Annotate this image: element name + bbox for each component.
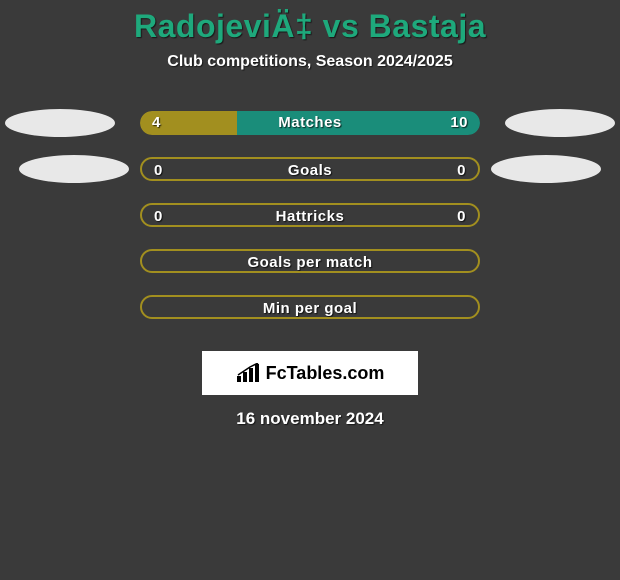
stat-bar: 4 Matches 10 — [140, 111, 480, 135]
logo-text: FcTables.com — [266, 363, 385, 384]
subtitle: Club competitions, Season 2024/2025 — [0, 53, 620, 71]
stat-label: Min per goal — [142, 297, 478, 319]
stat-bar: Min per goal — [140, 295, 480, 319]
stat-bar: 0 Hattricks 0 — [140, 203, 480, 227]
avatar-placeholder-right — [491, 155, 601, 183]
page-title: RadojeviÄ‡ vs Bastaja — [0, 8, 620, 45]
stat-value-right: 0 — [457, 205, 466, 227]
avatar-placeholder-left — [19, 155, 129, 183]
stat-value-right: 0 — [457, 159, 466, 181]
stat-value-right: 10 — [450, 111, 468, 135]
stat-row-min-per-goal: Min per goal — [0, 293, 620, 339]
bars-icon — [236, 363, 262, 383]
stat-row-hattricks: 0 Hattricks 0 — [0, 201, 620, 247]
stat-label: Matches — [140, 111, 480, 135]
stat-row-matches: 4 Matches 10 — [0, 109, 620, 155]
stat-label: Goals per match — [142, 251, 478, 273]
stat-label: Hattricks — [142, 205, 478, 227]
date-text: 16 november 2024 — [0, 409, 620, 429]
stat-row-goals: 0 Goals 0 — [0, 155, 620, 201]
avatar-placeholder-right — [505, 109, 615, 137]
logo-box: FcTables.com — [202, 351, 418, 395]
avatar-placeholder-left — [5, 109, 115, 137]
stat-row-goals-per-match: Goals per match — [0, 247, 620, 293]
stat-bar: 0 Goals 0 — [140, 157, 480, 181]
comparison-panel: RadojeviÄ‡ vs Bastaja Club competitions,… — [0, 0, 620, 580]
stat-rows: 4 Matches 10 0 Goals 0 0 Hattricks 0 — [0, 109, 620, 339]
stat-bar: Goals per match — [140, 249, 480, 273]
stat-label: Goals — [142, 159, 478, 181]
